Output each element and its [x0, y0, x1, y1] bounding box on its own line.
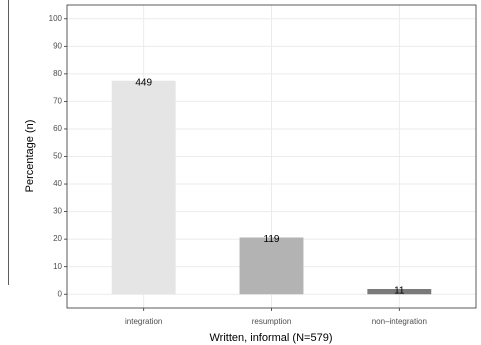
y-tick-label: 0: [58, 289, 63, 298]
bar: [367, 288, 432, 295]
bar: [111, 80, 176, 295]
value-label: 119: [264, 234, 280, 245]
y-tick-label: 80: [53, 69, 62, 78]
value-label: 11: [394, 286, 405, 297]
y-tick-label: 50: [53, 152, 62, 161]
y-axis-title: Percentage (n): [24, 120, 36, 193]
y-tick-label: 10: [53, 262, 62, 271]
y-tick-label: 60: [53, 124, 62, 133]
y-tick-label: 40: [53, 179, 62, 188]
bar: [239, 237, 304, 295]
y-tick-label: 30: [53, 207, 62, 216]
y-tick-label: 70: [53, 97, 62, 106]
y-tick-label: 20: [53, 234, 62, 243]
x-tick-label: non–integration: [372, 317, 427, 326]
x-tick-label: resumption: [252, 317, 292, 326]
x-axis-title: Written, informal (N=579): [210, 332, 333, 344]
value-label: 449: [135, 77, 152, 88]
x-tick-label: integration: [125, 317, 162, 326]
y-tick-label: 90: [53, 41, 62, 50]
y-tick-label: 100: [49, 14, 63, 23]
panel-border: [66, 4, 477, 309]
